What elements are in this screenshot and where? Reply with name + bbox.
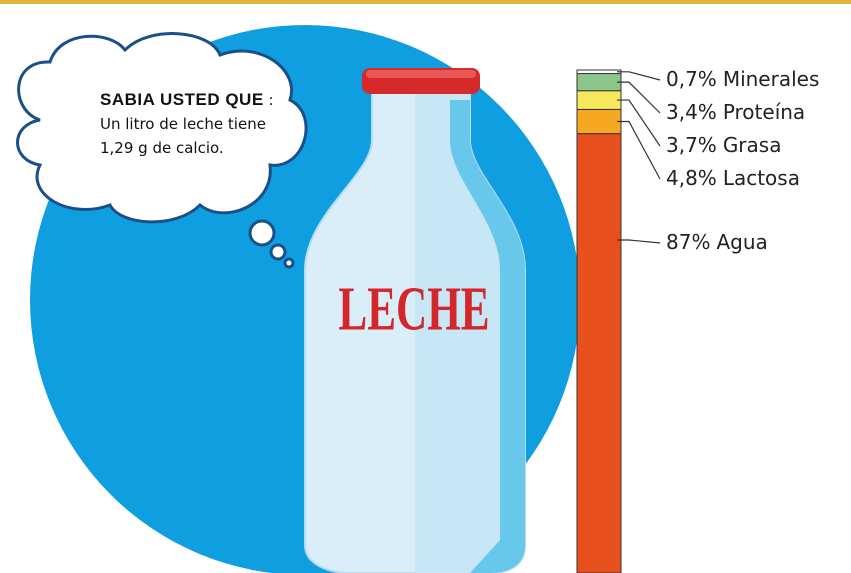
top-border xyxy=(0,0,851,4)
callout-text: SABIA USTED QUE : Un litro de leche tien… xyxy=(100,88,290,160)
series-name: Agua xyxy=(716,230,767,254)
bar-segment xyxy=(577,74,621,91)
segment-label: 87%Agua xyxy=(666,230,768,254)
bar-segment xyxy=(577,134,621,573)
bar-segment xyxy=(577,70,621,74)
series-name: Minerales xyxy=(723,67,820,91)
series-name: Lactosa xyxy=(723,166,800,190)
bar-segment xyxy=(577,91,621,110)
bar-segment xyxy=(577,109,621,133)
series-name: Grasa xyxy=(723,133,782,157)
value-label: 3,4% xyxy=(666,100,717,124)
segment-label: 0,7%Minerales xyxy=(666,67,819,91)
value-label: 4,8% xyxy=(666,166,717,190)
infographic: SABIA USTED QUE : Un litro de leche tien… xyxy=(0,0,851,573)
callout-heading: SABIA USTED QUE xyxy=(100,90,264,109)
bottle-label: LECHE xyxy=(338,274,489,344)
value-label: 3,7% xyxy=(666,133,717,157)
callout: SABIA USTED QUE : Un litro de leche tien… xyxy=(100,88,290,208)
value-label: 0,7% xyxy=(666,67,717,91)
segment-label: 3,7%Grasa xyxy=(666,133,781,157)
segment-label: 3,4%Proteína xyxy=(666,100,805,124)
value-label: 87% xyxy=(666,230,710,254)
series-name: Proteína xyxy=(723,100,805,124)
segment-label: 4,8%Lactosa xyxy=(666,166,800,190)
